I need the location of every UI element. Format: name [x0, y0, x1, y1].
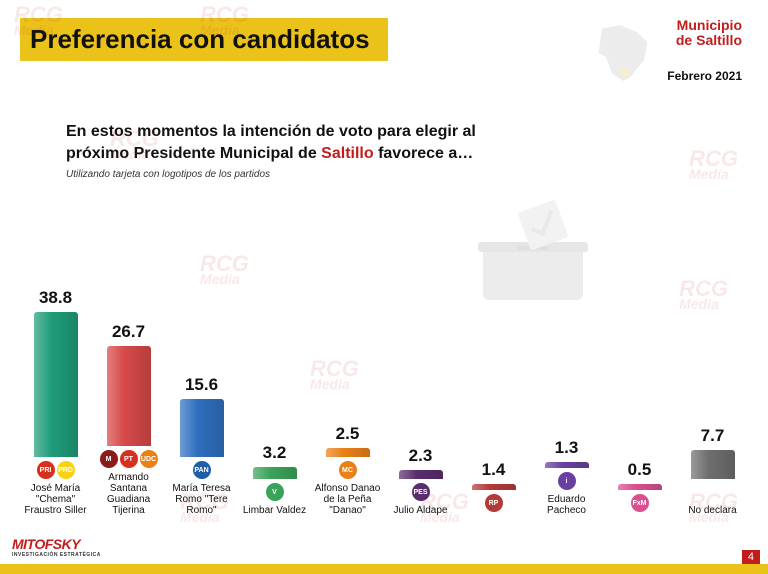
- bar-value: 26.7: [112, 322, 145, 342]
- bar-rect: [472, 484, 516, 490]
- date-label: Febrero 2021: [667, 69, 748, 83]
- party-logo: PAN: [193, 461, 211, 479]
- party-logo: PRD: [57, 461, 75, 479]
- bar-group: 38.8 PRIPRD José María "Chema" Fraustro Si…: [20, 288, 91, 517]
- bar-group: 15.6 PAN María Teresa Romo "Tere Romo": [166, 375, 237, 517]
- party-logo: M: [100, 450, 118, 468]
- bar-rect: [180, 399, 224, 458]
- slide-title: Preferencia con candidatos: [30, 24, 370, 55]
- preference-bar-chart: 38.8 PRIPRD José María "Chema" Fraustro Si…: [20, 256, 748, 516]
- bar-group: 26.7 MPTUDC Armando Santana Guadiana Tijer…: [93, 322, 164, 516]
- party-logo-row: RP: [485, 493, 503, 513]
- candidate-name: María Teresa Romo "Tere Romo": [166, 483, 237, 516]
- party-logo-row: PES: [412, 482, 430, 502]
- candidate-name: José María "Chema" Fraustro Siller: [20, 483, 91, 516]
- bar-value: 1.4: [482, 460, 506, 480]
- subtitle-note: Utilizando tarjeta con logotipos de los …: [66, 169, 586, 180]
- slide-container: RCGMedia RCGMedia RCGMedia RCGMedia RCGM…: [0, 0, 768, 574]
- bar-value: 7.7: [701, 426, 725, 446]
- bar-rect: [399, 470, 443, 479]
- bar-group: 3.2 V Limbar Valdez: [239, 443, 310, 516]
- bar-rect: [691, 450, 735, 479]
- bar-rect: [253, 467, 297, 479]
- footer-brand: MITOFSKY INVESTIGACIÓN ESTRATÉGICA: [12, 536, 101, 558]
- bar-group: 0.5 FxM: [604, 460, 675, 516]
- map-icon: [588, 18, 658, 88]
- party-logo: UDC: [140, 450, 158, 468]
- party-logo-row: FxM: [631, 493, 649, 513]
- watermark: RCGMedia: [689, 150, 738, 181]
- party-logo-row: PAN: [193, 460, 211, 480]
- header-right: Municipio de Saltillo Febrero 2021: [667, 18, 748, 83]
- municipio-label: Municipio de Saltillo: [667, 18, 748, 47]
- bar-group: 1.3 i Eduardo Pacheco: [531, 438, 602, 516]
- title-wrap: Preferencia con candidatos: [20, 18, 388, 61]
- party-logo: MC: [339, 461, 357, 479]
- candidate-name: Alfonso Danao de la Peña "Danao": [312, 483, 383, 516]
- bar-value: 3.2: [263, 443, 287, 463]
- page-number: 4: [742, 550, 760, 564]
- party-logo: FxM: [631, 494, 649, 512]
- bar-rect: [107, 346, 151, 446]
- party-logo: PT: [120, 450, 138, 468]
- bar-value: 38.8: [39, 288, 72, 308]
- bar-rect: [326, 448, 370, 457]
- party-logo: i: [558, 472, 576, 490]
- party-logo: RP: [485, 494, 503, 512]
- party-logo-row: MPTUDC: [100, 449, 158, 469]
- party-logo-row: MC: [339, 460, 357, 480]
- subtitle: En estos momentos la intención de voto p…: [66, 121, 586, 164]
- candidate-name: Julio Aldape: [394, 505, 448, 516]
- candidate-name: Armando Santana Guadiana Tijerina: [93, 472, 164, 516]
- party-logo: V: [266, 483, 284, 501]
- bar-rect: [34, 312, 78, 458]
- bar-value: 0.5: [628, 460, 652, 480]
- candidate-name: Limbar Valdez: [243, 505, 306, 516]
- bar-group: 2.5 MC Alfonso Danao de la Peña "Danao": [312, 424, 383, 516]
- candidate-name: Eduardo Pacheco: [531, 494, 602, 516]
- bar-value: 1.3: [555, 438, 579, 458]
- bar-value: 15.6: [185, 375, 218, 395]
- party-logo-row: PRIPRD: [37, 460, 75, 480]
- bar-group: 2.3 PES Julio Aldape: [385, 446, 456, 516]
- candidate-name: No declara: [688, 505, 736, 516]
- bar-group: 1.4 RP: [458, 460, 529, 516]
- subtitle-block: En estos momentos la intención de voto p…: [66, 121, 586, 179]
- party-logo: PES: [412, 483, 430, 501]
- party-logo-row: i: [558, 471, 576, 491]
- party-logo: PRI: [37, 461, 55, 479]
- bar-rect: [618, 484, 662, 490]
- party-logo-row: V: [266, 482, 284, 502]
- bar-rect: [545, 462, 589, 468]
- bar-value: 2.5: [336, 424, 360, 444]
- bar-group: 7.7 No declara: [677, 426, 748, 516]
- bar-value: 2.3: [409, 446, 433, 466]
